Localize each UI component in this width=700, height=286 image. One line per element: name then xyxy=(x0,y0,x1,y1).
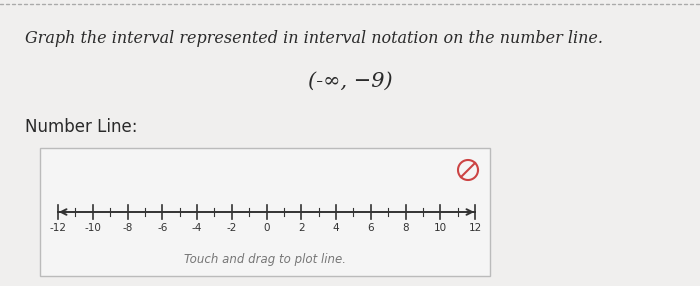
Text: Number Line:: Number Line: xyxy=(25,118,137,136)
Text: -4: -4 xyxy=(192,223,202,233)
Text: 2: 2 xyxy=(298,223,304,233)
Text: 6: 6 xyxy=(368,223,374,233)
Text: Touch and drag to plot line.: Touch and drag to plot line. xyxy=(184,253,346,266)
Text: Graph the interval represented in interval notation on the number line.: Graph the interval represented in interv… xyxy=(25,30,603,47)
Text: -6: -6 xyxy=(157,223,167,233)
Text: -12: -12 xyxy=(50,223,66,233)
Text: 12: 12 xyxy=(468,223,482,233)
Text: 0: 0 xyxy=(263,223,270,233)
Text: 10: 10 xyxy=(434,223,447,233)
Text: -2: -2 xyxy=(227,223,237,233)
Text: -8: -8 xyxy=(122,223,133,233)
Text: 4: 4 xyxy=(332,223,340,233)
Text: -10: -10 xyxy=(84,223,102,233)
FancyBboxPatch shape xyxy=(40,148,490,276)
Text: 8: 8 xyxy=(402,223,409,233)
Text: (-∞, −9): (-∞, −9) xyxy=(308,72,392,91)
